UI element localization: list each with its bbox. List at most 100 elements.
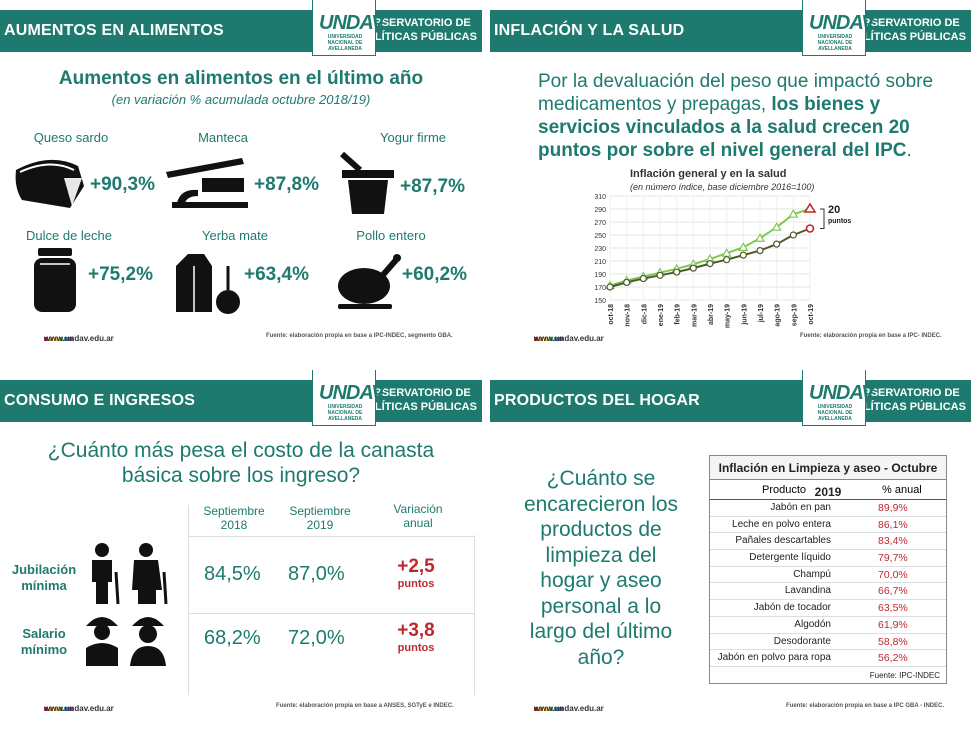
- logo-mark: UNDAV: [809, 12, 875, 34]
- question-text: ¿Cuánto se encarecieron los productos de…: [523, 467, 679, 669]
- series-point-general: [623, 278, 631, 287]
- product-pct: 79,7%: [878, 552, 908, 565]
- footer-source: Fuente: elaboración propia en base a IPC…: [786, 703, 945, 709]
- y-tick-label: 190: [594, 272, 606, 279]
- table-divider: [474, 535, 475, 695]
- y-tick-label: 310: [594, 194, 606, 201]
- variacion-unit: puntos: [397, 642, 435, 654]
- panel-title: Aumentos en alimentos en el último año: [58, 68, 424, 89]
- y-tick-label: 170: [594, 285, 606, 292]
- series-point-general: [639, 274, 647, 283]
- series-point-general: [673, 268, 681, 276]
- x-tick-label: jun-19: [741, 304, 748, 326]
- panel-header-title: CONSUMO E INGRESOS: [4, 392, 196, 409]
- x-tick-label: nov-18: [625, 304, 632, 327]
- lead-text: Por la devaluación del peso que impactó …: [538, 70, 938, 162]
- y-tick-label: 150: [594, 298, 606, 305]
- table-row: Pañales descartables 83,4%: [710, 533, 946, 551]
- footer-source: Fuente: elaboración propia en base a IPC…: [266, 333, 453, 339]
- butter-icon: [166, 158, 248, 208]
- value-sal-2019: 72,0%: [288, 627, 345, 649]
- food-pct: +87,7%: [400, 176, 465, 197]
- logo-mark: UNDAV: [809, 382, 875, 404]
- table-body: Jabón en pan 89,9% Leche en polvo entera 86…: [710, 500, 946, 667]
- table-footer: Fuente: IPC-INDEC: [710, 667, 946, 683]
- panel-subtitle: (en variación % acumulada octubre 2018/1…: [111, 92, 371, 107]
- lead-plain: Por la devaluación del peso que impactó …: [538, 71, 934, 115]
- x-tick-label: feb-19: [675, 304, 682, 325]
- variacion-jub: +2,5 puntos: [380, 556, 452, 590]
- undav-logo: UNDAV UNIVERSIDAD NACIONAL DE AVELLANEDA: [802, 0, 875, 56]
- food-item-pollo: Pollo entero +60,2%: [326, 228, 476, 318]
- x-tick-label: ago-19: [775, 304, 782, 327]
- product-name: Champú: [793, 568, 831, 580]
- variacion-value: +2,5: [397, 556, 435, 577]
- table-header: Producto % anual: [710, 480, 946, 500]
- x-tick-label: ene-19: [658, 304, 665, 326]
- variacion-value: +3,8: [397, 620, 435, 641]
- logo-sub: UNIVERSIDAD NACIONAL DE AVELLANEDA: [327, 404, 363, 422]
- table-row: Lavandina 66,7%: [710, 583, 946, 601]
- product-name: Lavandina: [784, 585, 831, 597]
- footer-color-dots: [44, 328, 74, 341]
- series-point-general: [789, 231, 797, 239]
- product-name: Leche en polvo entera: [732, 518, 831, 530]
- table-title: Inflación en Limpieza y aseo - Octubre 2…: [710, 456, 946, 499]
- variacion-unit: puntos: [397, 578, 435, 590]
- panel-header-title: PRODUCTOS DEL HOGAR: [494, 392, 700, 409]
- product-pct: 86,1%: [878, 518, 908, 531]
- footer-url: www.undav.edu.ar: [44, 334, 114, 343]
- food-item-yogur: Yogur firme +87,7%: [326, 130, 476, 220]
- food-label: Yerba mate: [201, 228, 268, 243]
- col-header-sep2018: Septiembre 2018: [203, 504, 265, 532]
- food-pct: +60,2%: [402, 264, 467, 285]
- panel-header: AUMENTOS EN ALIMENTOS OBSERVATORIO DE PO…: [0, 10, 482, 52]
- row-label-jubilacion: Jubilación mínima: [11, 562, 77, 593]
- lead-end: .: [906, 140, 912, 161]
- value-jub-2019: 87,0%: [288, 563, 345, 585]
- table-row: Algodón 61,9%: [710, 617, 946, 634]
- mate-icon: [176, 254, 240, 314]
- product-pct: 56,2%: [878, 652, 908, 665]
- variacion-sal: +3,8 puntos: [380, 620, 452, 654]
- product-name: Pañales descartables: [735, 535, 831, 547]
- product-name: Desodorante: [773, 635, 831, 647]
- panel-inflacion-salud: INFLACIÓN Y LA SALUD OBSERVATORIO DE POL…: [490, 0, 971, 365]
- product-name: Jabón de tocador: [753, 602, 831, 614]
- table-row: Champú 70,0%: [710, 567, 946, 584]
- col-header-product: Producto: [762, 484, 807, 496]
- product-pct: 83,4%: [878, 535, 908, 548]
- undav-logo: UNDAV UNIVERSIDAD NACIONAL DE AVELLANEDA: [802, 370, 875, 426]
- x-tick-label: sep-19: [791, 304, 798, 326]
- product-pct: 63,5%: [878, 602, 908, 615]
- food-pct: +75,2%: [88, 264, 153, 285]
- food-label: Yogur firme: [380, 130, 446, 145]
- food-item-dulce: Dulce de leche +75,2%: [6, 228, 156, 318]
- annotation-bracket: [820, 208, 825, 229]
- footer-color-dots: [44, 698, 74, 711]
- food-pct: +63,4%: [244, 264, 309, 285]
- observatorio-label: OBSERVATORIO DE POLÍTICAS PÚBLICAS: [359, 17, 477, 43]
- elderly-icon: [92, 543, 168, 605]
- logo-sub: UNIVERSIDAD NACIONAL DE AVELLANEDA: [817, 34, 853, 52]
- table-divider: [188, 536, 475, 537]
- workers-icon: [86, 617, 166, 666]
- footer-url: www.undav.edu.ar: [534, 334, 604, 343]
- series-point-general: [606, 283, 614, 291]
- logo-mark: UNDAV: [319, 12, 385, 34]
- series-point-general: [739, 251, 747, 259]
- table-row: Desodorante 58,8%: [710, 634, 946, 651]
- x-tick-label: oct-18: [608, 304, 615, 325]
- y-tick-label: 210: [594, 259, 606, 266]
- x-tick-label: oct-19: [808, 304, 815, 325]
- yogurt-icon: [340, 151, 394, 214]
- table-row: Jabón en pan 89,9%: [710, 500, 946, 517]
- food-label: Queso sardo: [33, 130, 109, 145]
- x-tick-label: jul-19: [758, 304, 765, 323]
- inflation-table: Inflación en Limpieza y aseo - Octubre 2…: [709, 455, 947, 684]
- annotation-unit: puntos: [828, 218, 851, 225]
- panel-header: INFLACIÓN Y LA SALUD OBSERVATORIO DE POL…: [490, 10, 971, 52]
- panel-header: PRODUCTOS DEL HOGAR OBSERVATORIO DE POLÍ…: [490, 380, 971, 422]
- row-label-salario: Salario mínimo: [20, 626, 68, 657]
- logo-sub: UNIVERSIDAD NACIONAL DE AVELLANEDA: [327, 34, 363, 52]
